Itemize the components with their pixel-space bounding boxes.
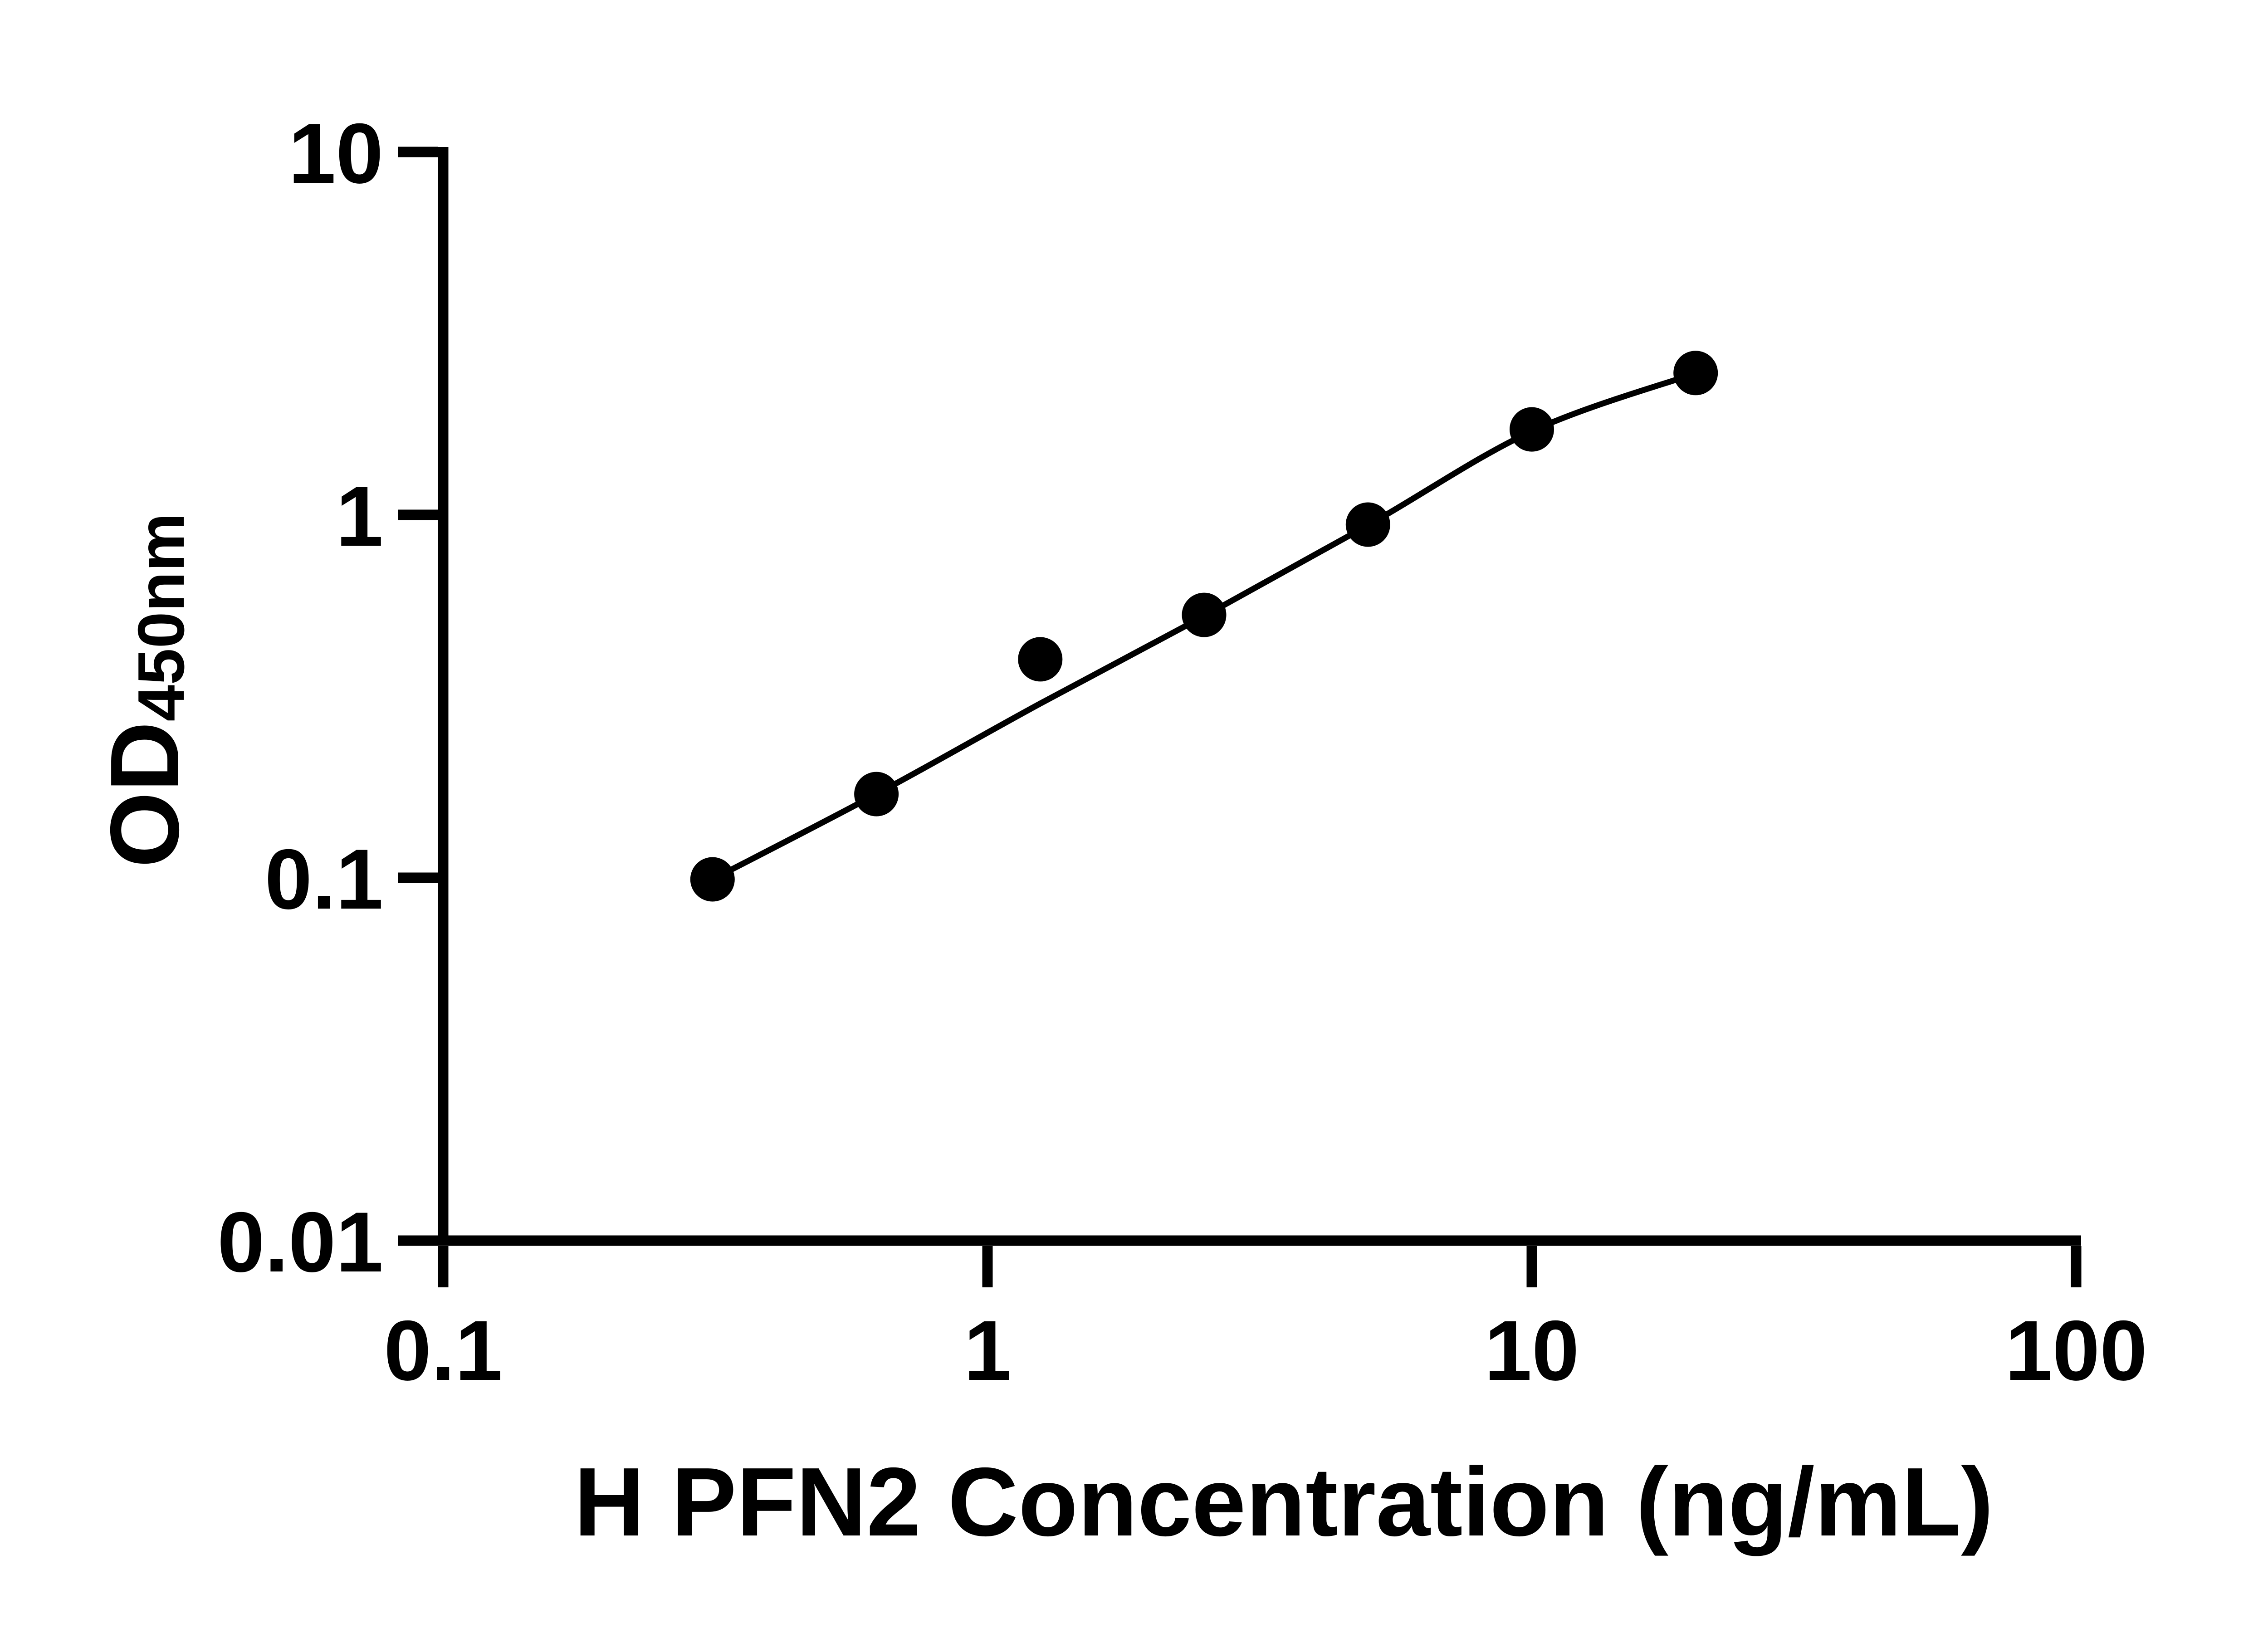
x-tick-label: 100 xyxy=(2005,1303,2147,1398)
y-axis-title: OD450nm xyxy=(90,513,199,868)
data-point xyxy=(690,857,735,902)
y-axis-ticks xyxy=(398,147,438,1246)
x-tick-label: 10 xyxy=(1484,1303,1579,1398)
y-axis-title-sub: 450nm xyxy=(124,513,198,721)
y-tick-label: 10 xyxy=(288,106,383,201)
data-point xyxy=(1673,351,1718,396)
data-point xyxy=(1018,637,1063,682)
x-axis-tick-labels: 0.1 1 10 100 xyxy=(384,1303,2147,1398)
data-points xyxy=(690,351,1718,902)
y-axis-title-main: OD xyxy=(90,721,199,868)
x-tick-label: 1 xyxy=(964,1303,1012,1398)
y-axis-tick-labels: 10 1 0.1 0.01 xyxy=(217,106,383,1290)
x-axis-title: H PFN2 Concentration (ng/mL) xyxy=(574,1447,1993,1556)
data-point xyxy=(1345,502,1390,547)
data-point xyxy=(1182,592,1227,637)
x-axis-ticks xyxy=(438,1246,2082,1287)
y-tick-label: 1 xyxy=(336,469,383,564)
data-point xyxy=(854,772,899,816)
data-point xyxy=(1510,407,1554,452)
y-tick-label: 0.1 xyxy=(265,831,383,927)
x-tick-label: 0.1 xyxy=(384,1303,502,1398)
y-tick-label: 0.01 xyxy=(217,1194,383,1290)
